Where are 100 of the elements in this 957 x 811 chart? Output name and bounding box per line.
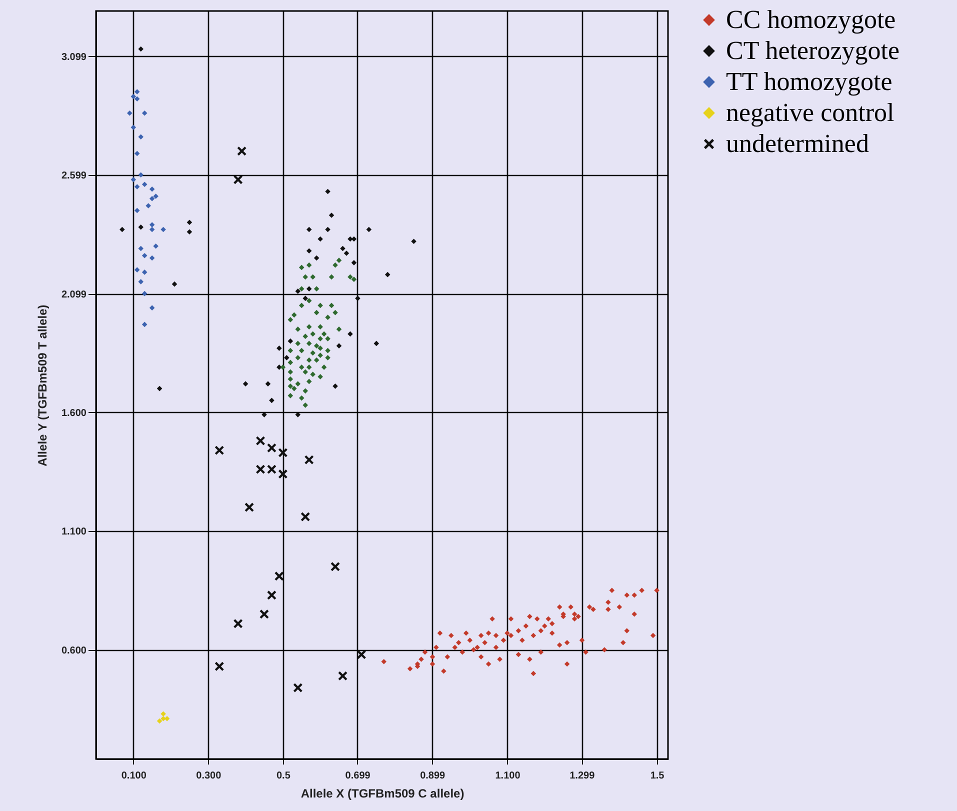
point	[302, 369, 308, 375]
point	[142, 270, 148, 275]
x-tick-label: 0.699	[345, 770, 371, 782]
point	[314, 343, 320, 348]
point	[288, 317, 294, 322]
point	[156, 386, 162, 392]
point	[304, 454, 314, 465]
x-tick-label: 0.300	[196, 770, 222, 782]
point	[149, 226, 155, 232]
point	[338, 671, 348, 681]
point	[278, 469, 288, 479]
point	[306, 248, 312, 254]
legend-label: negative control	[726, 98, 894, 127]
point	[146, 203, 151, 208]
point	[138, 246, 144, 252]
point	[321, 364, 327, 370]
point	[186, 229, 192, 234]
point	[314, 255, 320, 261]
y-axis-title: Allele Y (TGFBm509 T allele)	[35, 304, 50, 466]
point	[310, 331, 316, 337]
x-tick-label: 1.100	[495, 770, 521, 782]
point	[134, 89, 140, 94]
point	[138, 172, 144, 178]
point	[292, 312, 297, 318]
point	[142, 182, 148, 187]
y-tick-label: 2.099	[61, 289, 87, 300]
point	[356, 650, 366, 660]
point	[298, 395, 304, 401]
point	[295, 412, 301, 418]
legend-label: undetermined	[726, 129, 869, 158]
point	[310, 372, 316, 377]
point	[134, 150, 140, 156]
point	[288, 348, 294, 354]
point	[149, 196, 155, 202]
point	[288, 384, 294, 389]
point	[302, 388, 308, 394]
point	[374, 340, 380, 346]
point	[288, 338, 294, 344]
point	[306, 298, 312, 304]
point	[233, 618, 243, 628]
point	[328, 302, 334, 308]
point	[142, 290, 148, 296]
point	[233, 174, 243, 184]
point	[288, 393, 294, 398]
point	[262, 412, 267, 418]
point	[256, 436, 266, 446]
point	[384, 272, 390, 278]
point	[314, 286, 320, 292]
point	[298, 302, 304, 308]
point	[134, 96, 140, 102]
point	[302, 296, 308, 301]
point	[244, 502, 254, 512]
x-tick-label: 0.5	[276, 770, 291, 782]
point	[134, 184, 140, 190]
point	[310, 274, 316, 280]
point	[306, 324, 312, 330]
point	[295, 355, 301, 360]
point	[127, 110, 132, 116]
point	[306, 357, 312, 363]
point	[366, 226, 372, 232]
point	[306, 364, 312, 370]
x-tick-label: 1.299	[570, 770, 596, 782]
point	[298, 286, 304, 292]
point	[149, 305, 155, 310]
point	[302, 274, 308, 280]
point	[149, 222, 155, 228]
point	[266, 590, 277, 600]
point	[276, 346, 282, 351]
point	[318, 302, 323, 308]
point	[130, 176, 136, 182]
point	[288, 376, 294, 382]
point	[318, 374, 323, 380]
point	[318, 336, 323, 342]
point	[332, 384, 338, 389]
point	[142, 252, 148, 258]
point	[134, 267, 140, 272]
y-tick-label: 3.099	[61, 52, 87, 63]
point	[298, 364, 304, 370]
point	[310, 350, 316, 356]
point	[298, 264, 304, 270]
point	[134, 208, 140, 214]
point	[259, 609, 270, 619]
point	[306, 340, 312, 346]
point	[295, 288, 301, 294]
point	[328, 274, 334, 280]
point	[120, 226, 125, 232]
point	[214, 662, 224, 672]
point	[314, 310, 320, 316]
point	[138, 224, 144, 230]
point	[138, 46, 144, 52]
point	[130, 124, 136, 130]
point	[295, 340, 301, 346]
legend-label: CC homozygote	[726, 5, 896, 34]
point	[269, 398, 274, 404]
point	[288, 369, 294, 375]
point	[149, 255, 155, 261]
y-tick-label: 1.100	[61, 526, 87, 538]
point	[138, 279, 144, 284]
point	[274, 571, 284, 581]
point	[318, 352, 323, 358]
